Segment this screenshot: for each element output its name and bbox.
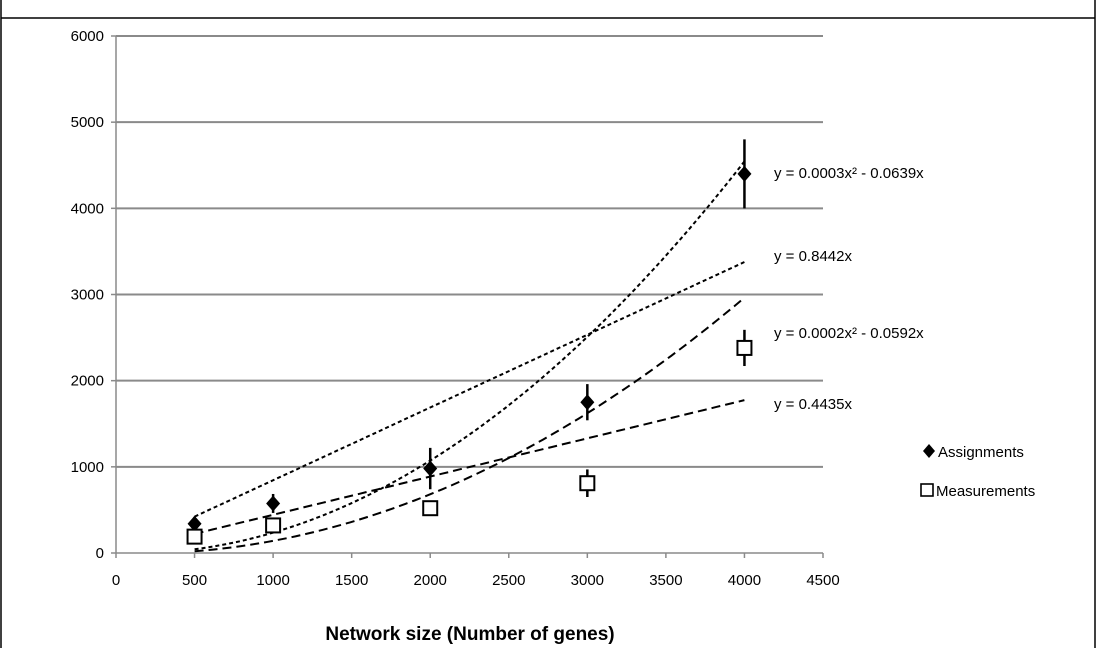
trendline-equation: y = 0.8442x	[774, 248, 852, 265]
data-point-measurements	[422, 500, 439, 517]
data-point-measurements	[736, 339, 753, 356]
x-tick-label: 1500	[335, 572, 368, 589]
data-point-assignments	[580, 394, 595, 411]
y-tick-label: 4000	[71, 200, 104, 217]
x-tick-label: 0	[112, 572, 120, 589]
x-axis-label: Network size (Number of genes)	[325, 624, 614, 645]
x-tick-label: 3500	[649, 572, 682, 589]
legend-label-assignments: Assignments	[938, 444, 1024, 461]
legend-square-marker	[920, 483, 934, 497]
data-point-assignments	[187, 515, 202, 532]
data-point-assignments	[423, 460, 438, 477]
y-tick-label: 5000	[71, 114, 104, 131]
trendlines	[194, 160, 746, 553]
data-point-assignments	[737, 165, 752, 182]
y-tick-label: 0	[96, 545, 104, 562]
legend-label-measurements: Measurements	[936, 483, 1035, 500]
trendline-1	[194, 261, 745, 518]
data-markers	[186, 165, 753, 545]
axes	[111, 35, 824, 558]
legend-diamond-marker	[923, 444, 935, 458]
data-point-measurements	[265, 517, 282, 534]
y-tick-label: 2000	[71, 373, 104, 390]
x-tick-label: 3000	[571, 572, 604, 589]
y-tick-label: 1000	[71, 459, 104, 476]
trendline-equation: y = 0.0003x² - 0.0639x	[774, 165, 924, 182]
x-tick-label: 1000	[256, 572, 289, 589]
x-tick-label: 4500	[806, 572, 839, 589]
legend: Assignments Measurements	[920, 444, 1035, 500]
x-tick-label: 2000	[414, 572, 447, 589]
y-tick-label: 3000	[71, 287, 104, 304]
plot-area: 0 1000 2000 3000 4000 5000 6000 0 500 1000 1500 200…	[71, 28, 925, 589]
trendline-2	[194, 296, 746, 553]
trendline-0	[194, 160, 746, 551]
gridlines	[116, 35, 823, 468]
trendline-equation: y = 0.0002x² - 0.0592x	[774, 325, 924, 342]
trendline-equations: y = 0.0003x² - 0.0639x y = 0.8442x y = 0.0…	[774, 165, 924, 413]
data-point-measurements	[186, 528, 203, 545]
legend-item-assignments: Assignments	[923, 444, 1024, 461]
legend-item-measurements: Measurements	[920, 483, 1035, 500]
data-point-assignments	[266, 495, 281, 512]
x-tick-label: 4000	[728, 572, 761, 589]
x-tick-label: 2500	[492, 572, 525, 589]
trendline-3	[194, 399, 745, 535]
x-tick-label: 500	[182, 572, 207, 589]
error-bars	[193, 139, 746, 542]
y-tick-label: 6000	[71, 28, 104, 45]
tick-labels: 0 1000 2000 3000 4000 5000 6000 0 500 1000 1500 200…	[71, 28, 840, 589]
trendline-equation: y = 0.4435x	[774, 396, 852, 413]
data-point-measurements	[579, 475, 596, 492]
